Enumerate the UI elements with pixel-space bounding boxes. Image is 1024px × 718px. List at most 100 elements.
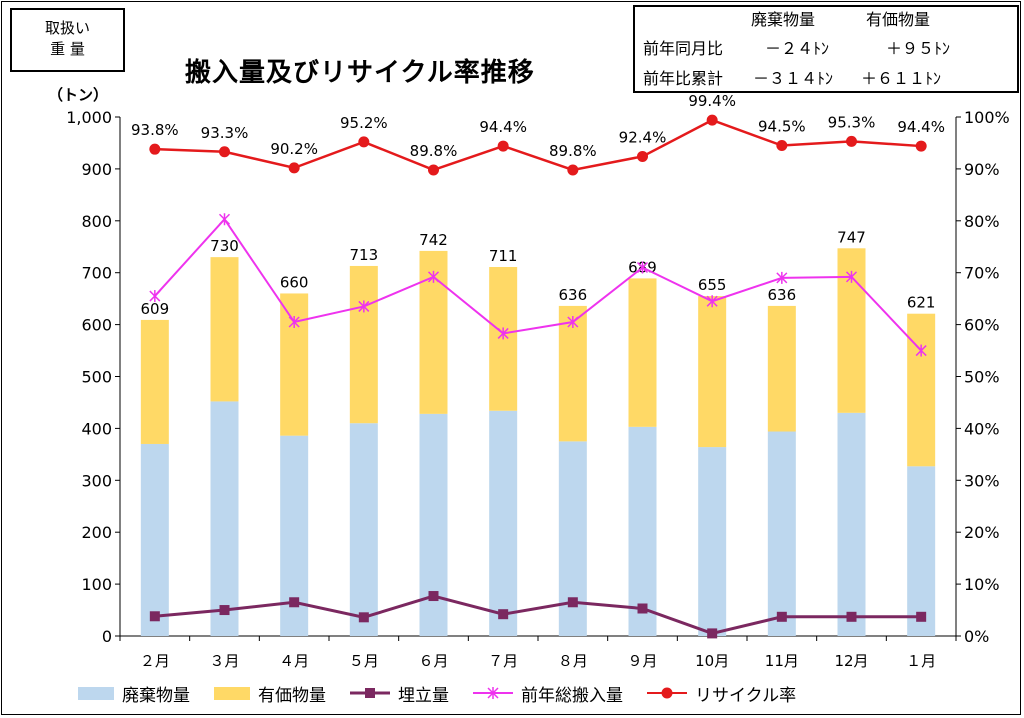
summary-month-waste: －２４ﾄﾝ: [765, 39, 830, 58]
bar-waste: [210, 401, 239, 636]
category-line-1: 取扱い: [44, 19, 90, 37]
landfill-point: [707, 628, 718, 639]
x-tick-label: 10月: [695, 652, 729, 670]
summary-row-month: 前年同月比: [643, 39, 724, 58]
recycle-rate-label: 95.3%: [828, 113, 876, 131]
y2-tick-label: 10%: [964, 575, 1000, 594]
landfill-point: [358, 612, 369, 623]
recycle-point: [706, 114, 718, 126]
category-line-2: 重 量: [50, 40, 85, 58]
recycle-point: [149, 143, 161, 155]
y2-tick-label: 90%: [964, 160, 1000, 179]
landfill-point: [637, 603, 648, 614]
recycle-rate-label: 93.8%: [131, 121, 179, 139]
recycle-point: [776, 140, 788, 152]
bar-total-label: 711: [489, 247, 518, 265]
chart-legend: 廃棄物量 有価物量 埋立量 前年総搬入量 リサイクル率: [78, 681, 820, 706]
chart-title: 搬入量及びリサイクル率推移: [185, 58, 535, 88]
recycle-point: [288, 162, 300, 174]
x-tick-label: ９月: [627, 652, 657, 670]
bar-valuable: [558, 305, 587, 442]
y-tick-label: 600: [81, 316, 112, 335]
bar-total-label: 609: [141, 300, 170, 318]
bar-total-label: 621: [907, 294, 936, 312]
bar-valuable: [767, 305, 796, 432]
bar-waste: [489, 410, 518, 636]
y-tick-label: 300: [81, 471, 112, 490]
y2-tick-label: 60%: [964, 316, 1000, 335]
bar-waste: [698, 447, 727, 636]
recycle-point: [497, 140, 509, 152]
x-tick-label: ３月: [209, 652, 239, 670]
bar-waste: [837, 412, 866, 636]
legend-label: リサイクル率: [695, 685, 797, 706]
x-tick-label: 12月: [834, 652, 868, 670]
x-tick-label: ２月: [140, 652, 170, 670]
bar-valuable: [349, 265, 378, 424]
summary-row-cumulative: 前年比累計: [643, 69, 724, 88]
landfill-point: [776, 611, 787, 622]
recycle-rate-label: 94.4%: [897, 118, 945, 136]
legend-label: 埋立量: [398, 685, 449, 706]
x-tick-label: ６月: [418, 652, 448, 670]
bar-valuable: [698, 296, 727, 448]
bar-valuable: [628, 278, 657, 427]
landfill-point: [498, 609, 509, 620]
legend-label: 有価物量: [258, 685, 326, 706]
bar-total-label: 655: [698, 276, 727, 294]
recycle-rate-label: 92.4%: [619, 128, 667, 146]
y2-tick-label: 0%: [964, 627, 989, 646]
summary-cumulative-waste: －３１４ﾄﾝ: [753, 69, 834, 88]
bar-total-label: 742: [419, 231, 448, 249]
bar-waste: [767, 431, 796, 636]
recycle-point: [915, 140, 927, 152]
legend-swatch: [473, 687, 513, 699]
bar-total-label: 636: [768, 286, 797, 304]
y-tick-label: 700: [81, 264, 112, 283]
y-tick-label: 100: [81, 575, 112, 594]
legend-item: リサイクル率: [647, 681, 796, 706]
prev-year-point: [636, 261, 649, 274]
x-tick-label: 11月: [765, 652, 799, 670]
x-tick-label: ５月: [349, 652, 379, 670]
prev-year-point: [776, 271, 788, 284]
recycle-point: [428, 164, 439, 176]
y2-tick-label: 70%: [964, 264, 1000, 283]
series-prev-year-line: [154, 217, 922, 352]
summary-col-valuable: 有価物量: [866, 10, 931, 29]
recycle-point: [358, 136, 370, 148]
recycle-rate-label: 93.3%: [201, 124, 249, 142]
recycle-point: [219, 146, 230, 158]
legend-item: 埋立量: [350, 681, 449, 706]
y2-tick-label: 100%: [964, 108, 1010, 127]
prev-year-point: [218, 213, 231, 226]
y-tick-label: 400: [81, 419, 112, 438]
prev-year-point: [915, 344, 927, 357]
prev-year-point: [567, 316, 579, 329]
recycle-rate-label: 89.8%: [549, 142, 597, 160]
legend-swatch: [78, 686, 114, 700]
recycle-rate-label: 99.4%: [688, 92, 736, 110]
bar-valuable: [907, 313, 936, 467]
bar-waste: [907, 466, 936, 636]
x-tick-label: ４月: [279, 652, 309, 670]
y-tick-label: 500: [81, 368, 112, 387]
legend-swatch: [214, 686, 250, 700]
y-tick-label: 900: [81, 160, 112, 179]
bar-valuable: [280, 293, 309, 436]
recycle-rate-label: 90.2%: [270, 140, 318, 158]
category-box: 取扱い 重 量: [10, 8, 125, 72]
landfill-point: [149, 611, 160, 622]
y-tick-label: 0: [102, 627, 112, 646]
legend-swatch: [350, 688, 390, 698]
summary-col-waste: 廃棄物量: [751, 10, 816, 29]
prev-year-point: [706, 295, 718, 308]
prev-year-point: [845, 270, 858, 283]
x-tick-label: ７月: [488, 652, 518, 670]
landfill-point: [428, 591, 439, 602]
prev-year-point: [288, 316, 300, 329]
landfill-point: [289, 597, 300, 608]
bar-valuable: [140, 319, 169, 444]
